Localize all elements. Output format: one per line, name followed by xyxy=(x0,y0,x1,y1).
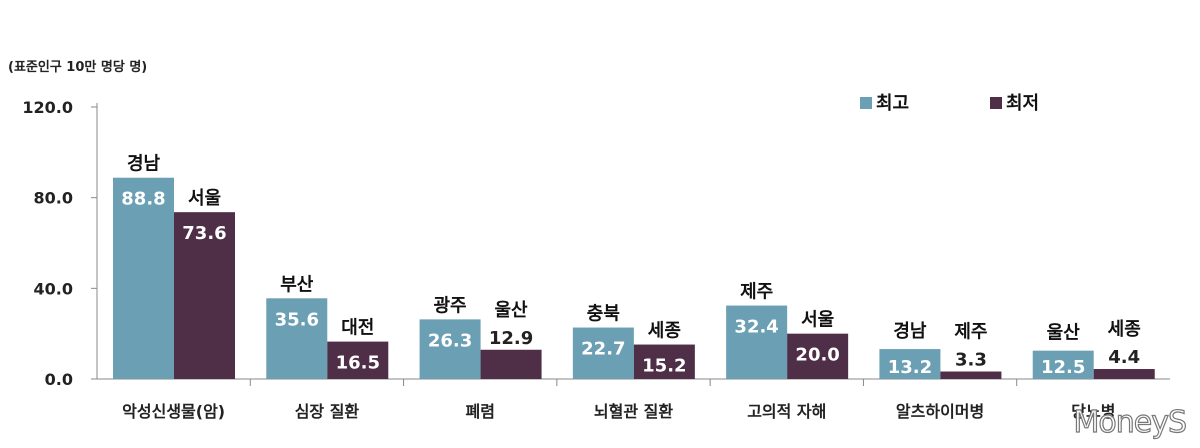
bar-value-label: 16.5 xyxy=(336,353,380,374)
x-category-label: 심장 질환 xyxy=(295,402,360,421)
y-tick-label: 80.0 xyxy=(34,189,73,208)
y-tick-label: 0.0 xyxy=(45,370,73,389)
legend: 최고 최저 xyxy=(860,93,1039,114)
bar-value-label: 12.5 xyxy=(1041,357,1085,378)
bar-region-label: 서울 xyxy=(188,188,221,209)
bar-region-label: 세종 xyxy=(648,321,681,342)
bar-value-label: 15.2 xyxy=(642,356,686,377)
bar-region-label: 울산 xyxy=(495,300,529,321)
bar-highest xyxy=(419,319,481,379)
bar-value-label: 88.8 xyxy=(121,189,165,210)
y-tick-label: 120.0 xyxy=(22,98,73,117)
x-category-label: 당뇨병 xyxy=(1071,402,1115,421)
bar-lowest xyxy=(1093,369,1155,379)
bar-value-label: 4.4 xyxy=(1108,347,1140,368)
bar-lowest xyxy=(174,212,235,379)
legend-swatch-highest xyxy=(860,97,872,109)
bar-highest xyxy=(572,327,634,379)
bar-region-label: 대전 xyxy=(341,318,374,339)
bar-lowest xyxy=(940,371,1002,379)
bar-region-label: 세종 xyxy=(1108,319,1141,340)
y-tick-label: 40.0 xyxy=(34,279,73,298)
bar-highest xyxy=(879,349,941,379)
bar-highest xyxy=(113,177,174,379)
bar-value-label: 13.2 xyxy=(888,357,932,378)
bar-lowest xyxy=(787,333,849,379)
bar-highest xyxy=(1032,350,1094,379)
bar-value-label: 22.7 xyxy=(581,339,625,360)
bar-value-label: 73.6 xyxy=(182,223,226,244)
bar-region-label: 충북 xyxy=(587,304,620,325)
bar-lowest xyxy=(327,341,389,379)
bar-lowest xyxy=(480,349,542,379)
x-category-label: 폐렴 xyxy=(465,402,494,421)
bar-value-label: 26.3 xyxy=(428,330,472,351)
bar-highest xyxy=(266,298,328,379)
x-category-label: 악성신생물(암) xyxy=(122,402,225,421)
bar-value-label: 12.9 xyxy=(489,328,533,349)
bar-region-label: 경남 xyxy=(127,154,161,175)
x-category-label: 고의적 자해 xyxy=(747,402,826,421)
bar-region-label: 경남 xyxy=(893,321,927,342)
unit-label: (표준인구 10만 명당 명) xyxy=(8,60,148,75)
bar-region-label: 광주 xyxy=(434,295,467,316)
bar-value-label: 32.4 xyxy=(734,317,778,338)
bar-region-label: 부산 xyxy=(280,274,314,295)
bar-region-label: 서울 xyxy=(801,310,834,331)
bar-value-label: 35.6 xyxy=(275,309,319,330)
bar-lowest xyxy=(633,344,695,379)
legend-swatch-lowest xyxy=(990,97,1002,109)
bars-layer xyxy=(113,177,1155,379)
bar-highest xyxy=(726,305,788,379)
bar-region-label: 울산 xyxy=(1047,323,1081,344)
x-category-label: 알츠하이머병 xyxy=(896,402,984,421)
x-category-label: 뇌혈관 질환 xyxy=(594,402,673,421)
bar-region-label: 제주 xyxy=(954,322,987,343)
bar-value-label: 20.0 xyxy=(795,345,839,366)
legend-label: 최저 xyxy=(1006,93,1039,114)
watermark-logo: MoneyS xyxy=(1073,404,1188,440)
bar-region-label: 제주 xyxy=(740,282,773,303)
legend-label: 최고 xyxy=(876,93,909,114)
bar-value-label: 3.3 xyxy=(955,350,987,371)
